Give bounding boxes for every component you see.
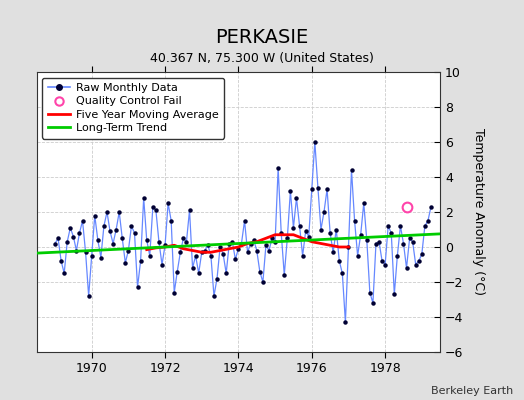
Text: Berkeley Earth: Berkeley Earth — [431, 386, 514, 396]
Text: 40.367 N, 75.300 W (United States): 40.367 N, 75.300 W (United States) — [150, 52, 374, 65]
Legend: Raw Monthly Data, Quality Control Fail, Five Year Moving Average, Long-Term Tren: Raw Monthly Data, Quality Control Fail, … — [42, 78, 224, 139]
Y-axis label: Temperature Anomaly (°C): Temperature Anomaly (°C) — [472, 128, 485, 296]
Text: PERKASIE: PERKASIE — [215, 28, 309, 47]
